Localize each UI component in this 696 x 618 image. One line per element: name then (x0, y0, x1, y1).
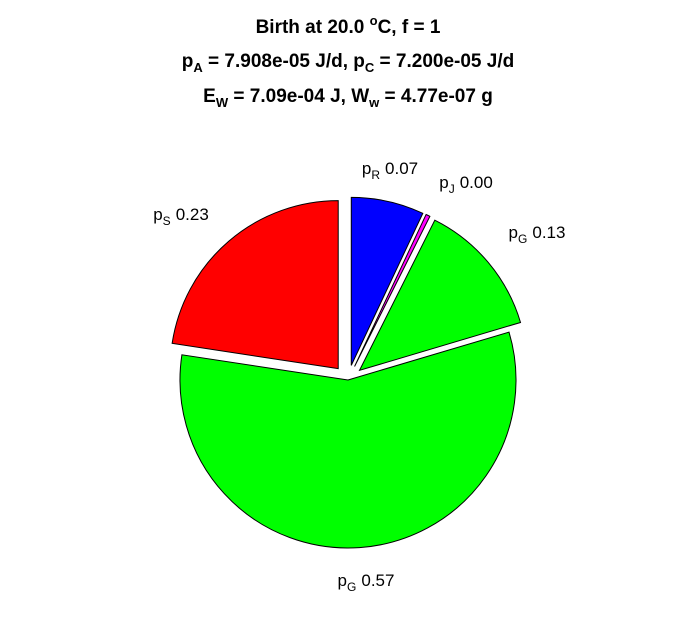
pie-slice-pj-2 (354, 213, 431, 367)
slice-label-2: pJ 0.00 (439, 173, 493, 196)
title-line-2: pA​ = 7.908e-05 J/d, pC​ = 7.200e-05 J/d (182, 51, 514, 75)
pie-slice-pr-1 (350, 196, 424, 366)
pie-slice-pg-3 (358, 219, 522, 372)
pie-slices (171, 196, 522, 549)
slice-label-3: pG 0.13 (509, 223, 566, 246)
slice-labels: pR 0.07 pJ 0.00 pG 0.13 pG 0.57 pS 0.23 (153, 159, 565, 594)
pie-slice-pg-4 (179, 331, 517, 549)
slice-label-5: pS 0.23 (153, 205, 209, 228)
slice-label-4: pG 0.57 (338, 571, 395, 594)
slice-label-1: pR 0.07 (362, 159, 418, 182)
pie-slice-ps-5 (171, 200, 339, 370)
chart-title: Birth at 20.0 o​C, f = 1 pA​ = 7.908e-05 … (182, 13, 514, 110)
title-line-1: Birth at 20.0 o​C, f = 1 (256, 13, 441, 38)
title-line-3: EW​ = 7.09e-04 J, Ww​ = 4.77e-07 g (203, 86, 493, 110)
